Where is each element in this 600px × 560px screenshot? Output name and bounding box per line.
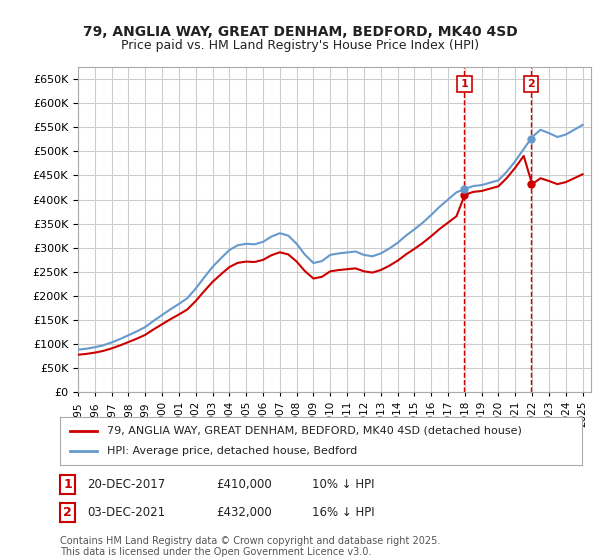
Text: 2: 2 xyxy=(527,79,535,89)
Text: 03-DEC-2021: 03-DEC-2021 xyxy=(87,506,165,519)
Text: 20-DEC-2017: 20-DEC-2017 xyxy=(87,478,165,491)
Text: HPI: Average price, detached house, Bedford: HPI: Average price, detached house, Bedf… xyxy=(107,446,357,456)
Text: 1: 1 xyxy=(460,79,468,89)
Text: £432,000: £432,000 xyxy=(216,506,272,519)
Text: 79, ANGLIA WAY, GREAT DENHAM, BEDFORD, MK40 4SD (detached house): 79, ANGLIA WAY, GREAT DENHAM, BEDFORD, M… xyxy=(107,426,522,436)
Text: 16% ↓ HPI: 16% ↓ HPI xyxy=(312,506,374,519)
Text: 10% ↓ HPI: 10% ↓ HPI xyxy=(312,478,374,491)
Text: 79, ANGLIA WAY, GREAT DENHAM, BEDFORD, MK40 4SD: 79, ANGLIA WAY, GREAT DENHAM, BEDFORD, M… xyxy=(83,25,517,39)
Text: 1: 1 xyxy=(63,478,72,492)
Text: Price paid vs. HM Land Registry's House Price Index (HPI): Price paid vs. HM Land Registry's House … xyxy=(121,39,479,52)
Text: Contains HM Land Registry data © Crown copyright and database right 2025.
This d: Contains HM Land Registry data © Crown c… xyxy=(60,535,440,557)
Text: 2: 2 xyxy=(63,506,72,520)
Text: £410,000: £410,000 xyxy=(216,478,272,491)
